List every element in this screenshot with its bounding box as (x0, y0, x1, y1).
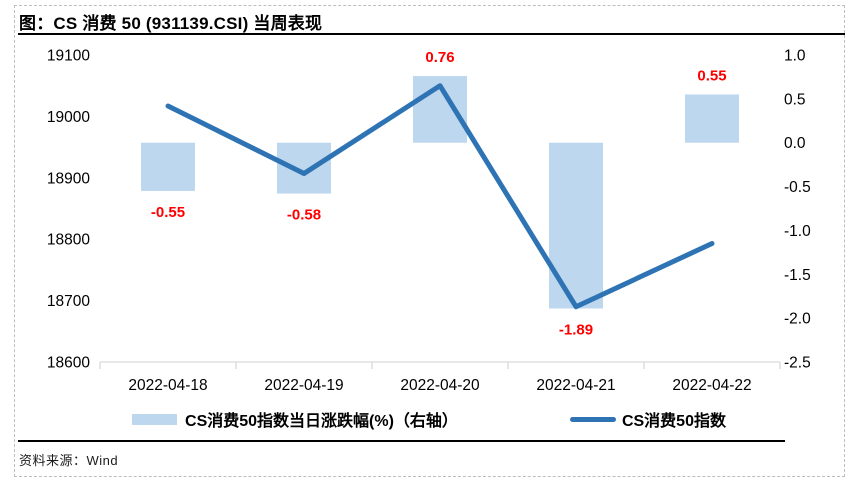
bar-value-label: 0.76 (425, 49, 454, 66)
bar-2022-04-18 (141, 142, 195, 191)
index-line (165, 83, 715, 310)
bar-series-swatch (132, 413, 178, 425)
legend-item-line-series: CS消费50指数 (569, 407, 726, 431)
left-axis-tick-label: 18700 (47, 293, 90, 310)
right-axis-tick-label: -2.0 (784, 311, 811, 328)
bar-2022-04-19 (277, 142, 331, 194)
left-axis-tick-label: 18800 (47, 232, 90, 249)
chart-legend: CS消费50指数当日涨跌幅(%)（右轴） CS消费50指数 (0, 407, 858, 431)
right-axis-tick-label: -0.5 (784, 179, 811, 196)
x-axis-category-label: 2022-04-21 (536, 377, 615, 394)
bar-2022-04-21 (549, 142, 603, 309)
performance-chart: 19100 19000 18900 18800 18700 18600 1.0 0.5 0.0 -… (47, 48, 811, 395)
left-axis-tick-label: 19000 (47, 109, 90, 126)
right-axis-tick-label: 1.0 (784, 48, 806, 65)
bar-value-label: 0.55 (697, 67, 726, 84)
bar-value-label: -1.89 (559, 321, 593, 338)
line-series-swatch (569, 416, 616, 422)
right-axis-tick-label: 0.0 (784, 135, 806, 152)
right-axis-tick-label: -1.0 (784, 223, 811, 240)
left-axis-tick-label: 18600 (47, 355, 90, 372)
right-axis-tick-label: -1.5 (784, 267, 811, 284)
bar-value-label: -0.58 (287, 207, 321, 224)
x-axis-category-label: 2022-04-22 (672, 377, 751, 394)
figure-title: 图：CS 消费 50 (931139.CSI) 当周表现 (19, 14, 323, 33)
right-axis-tick-label: 0.5 (784, 91, 806, 108)
x-axis-category-label: 2022-04-20 (400, 377, 480, 394)
bar-series-label: CS消费50指数当日涨跌幅(%)（右轴） (185, 413, 458, 430)
left-axis-tick-label: 18900 (47, 170, 90, 187)
footer-separator-line (18, 440, 785, 442)
left-axis-tick-label: 19100 (47, 48, 90, 65)
title-separator-line (18, 33, 845, 35)
bar-value-label: -0.55 (151, 204, 185, 221)
right-axis-tick-label: -2.5 (784, 355, 811, 372)
legend-item-bar-series: CS消费50指数当日涨跌幅(%)（右轴） (132, 407, 458, 431)
bar-2022-04-22 (685, 94, 739, 143)
x-axis-category-label: 2022-04-19 (264, 377, 343, 394)
x-axis-category-label: 2022-04-18 (128, 377, 207, 394)
source-note: 资料来源：Wind (19, 453, 119, 468)
line-series-label: CS消费50指数 (621, 413, 726, 430)
